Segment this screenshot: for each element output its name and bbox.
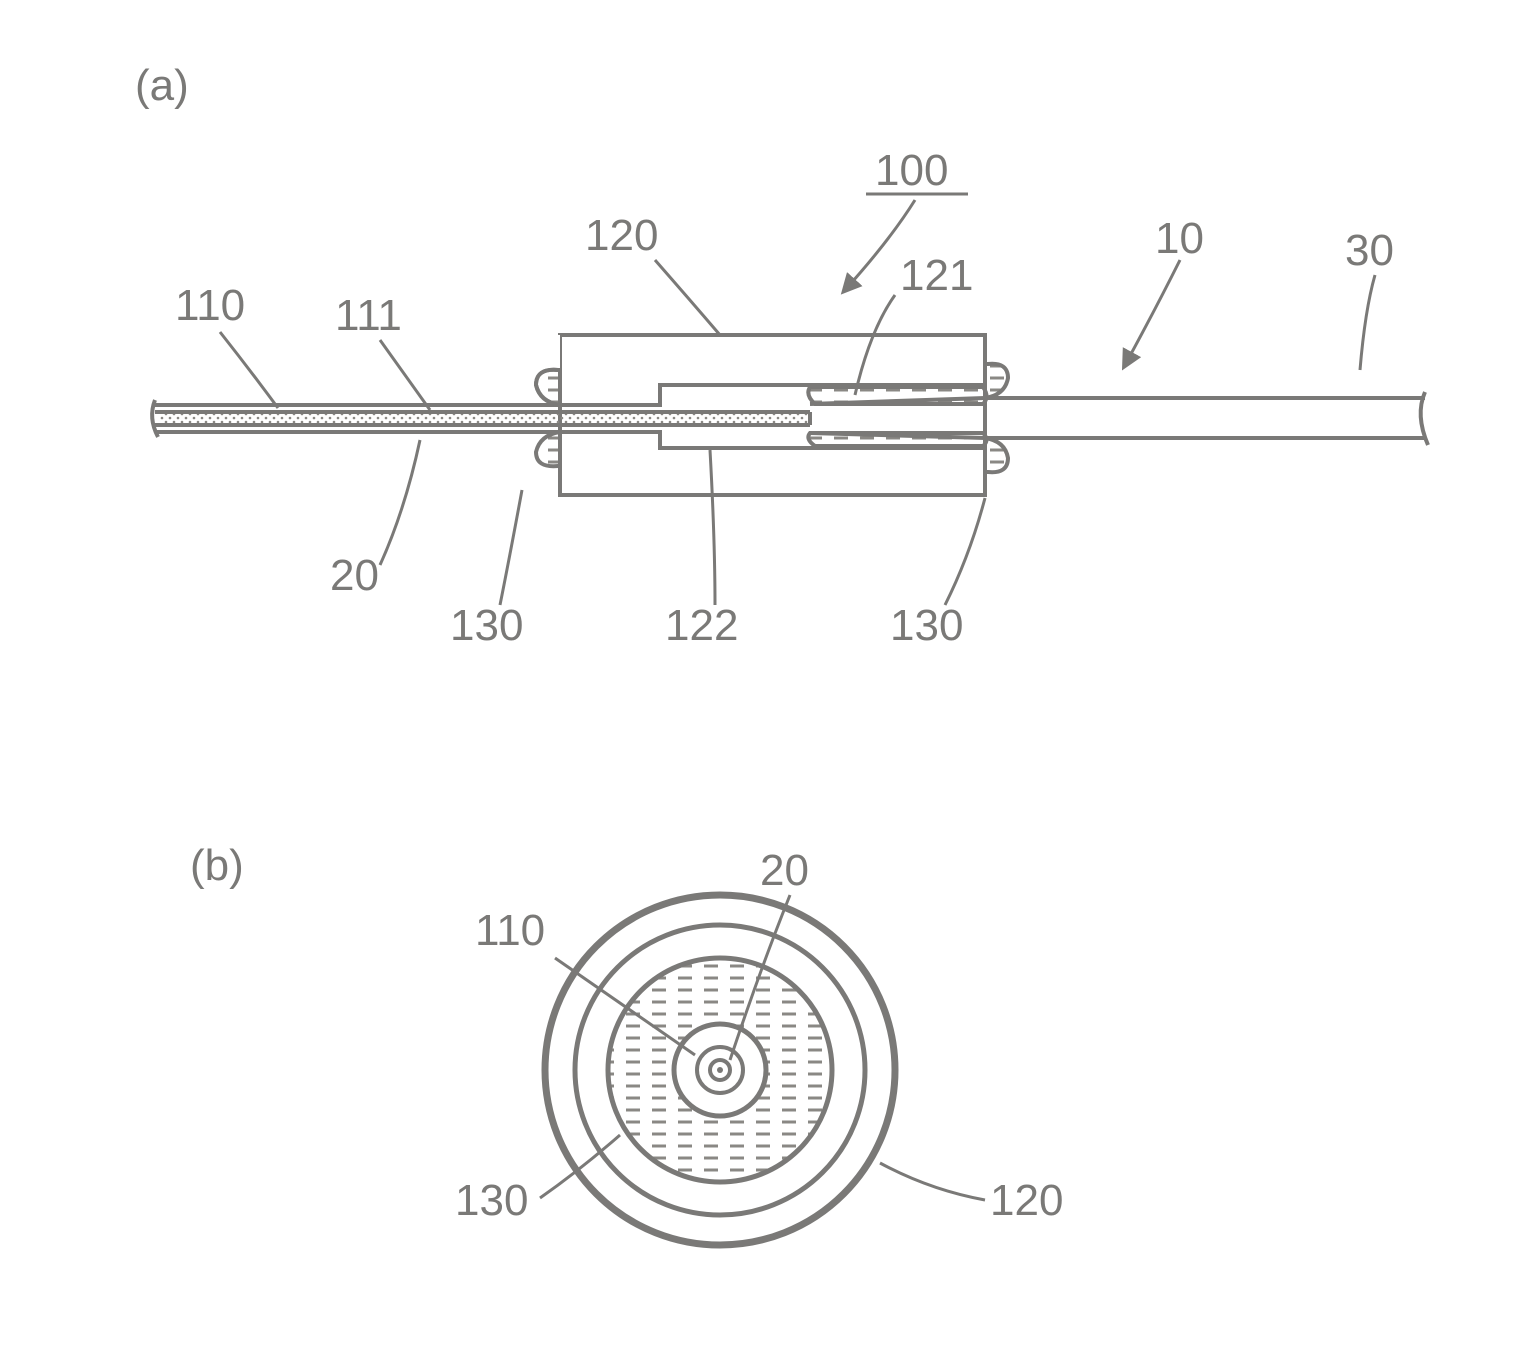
blabel-20: 20 — [760, 846, 809, 895]
label-111: 111 — [335, 291, 402, 340]
label-130a: 130 — [450, 601, 523, 650]
label-122: 122 — [665, 601, 738, 650]
bead-tl — [536, 335, 560, 405]
label-120: 120 — [585, 211, 658, 260]
blabel-120: 120 — [990, 1176, 1063, 1225]
panel-a-label: (a) — [135, 61, 189, 110]
label-10: 10 — [1155, 214, 1204, 263]
label-121: 121 — [900, 251, 973, 300]
label-20: 20 — [330, 551, 379, 600]
panel-b-label: (b) — [190, 841, 244, 890]
blabel-130: 130 — [455, 1176, 528, 1225]
bead-bl — [536, 432, 560, 466]
label-100: 100 — [875, 146, 948, 195]
bead-br — [985, 438, 1008, 472]
figure-b — [545, 895, 895, 1245]
blabel-110: 110 — [475, 906, 545, 955]
diagram-canvas: (a) (b) — [0, 0, 1532, 1370]
figure-a — [152, 333, 1428, 497]
label-30: 30 — [1345, 226, 1394, 275]
label-130b: 130 — [890, 601, 963, 650]
label-110: 110 — [175, 281, 245, 330]
bead-tr — [985, 364, 1008, 398]
